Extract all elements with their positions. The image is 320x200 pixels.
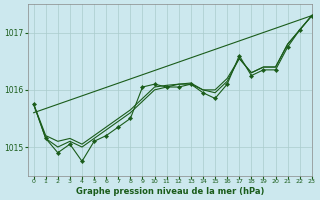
X-axis label: Graphe pression niveau de la mer (hPa): Graphe pression niveau de la mer (hPa) (76, 187, 264, 196)
